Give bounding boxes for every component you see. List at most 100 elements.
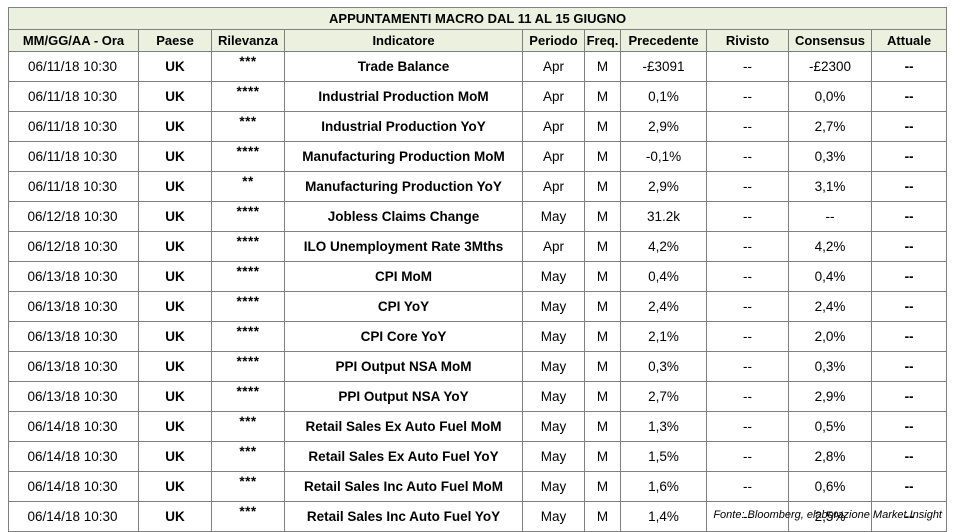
table-row: 06/12/18 10:30 UK **** Jobless Claims Chang… <box>8 201 948 232</box>
cell-consensus: 0,0% <box>788 81 872 112</box>
table-row: 06/11/18 10:30 UK **** Industrial Productio… <box>8 81 948 112</box>
cell-period: May <box>522 291 585 322</box>
table-row: 06/11/18 10:30 UK ** Manufacturing Producti… <box>8 171 948 202</box>
cell-consensus: 0,4% <box>788 261 872 292</box>
cell-date: 06/14/18 10:30 <box>8 411 139 442</box>
cell-period: Apr <box>522 141 585 172</box>
cell-revised: -- <box>706 51 789 82</box>
table-title: APPUNTAMENTI MACRO DAL 11 AL 15 GIUGNO <box>7 7 948 30</box>
cell-previous: 2,9% <box>620 171 707 202</box>
cell-relevance: **** <box>211 141 285 172</box>
cell-revised: -- <box>706 411 789 442</box>
cell-revised: -- <box>706 81 789 112</box>
cell-country: UK <box>138 81 212 112</box>
cell-date: 06/11/18 10:30 <box>8 171 139 202</box>
cell-country: UK <box>138 411 212 442</box>
cell-indicator: Retail Sales Inc Auto Fuel YoY <box>284 501 523 532</box>
cell-actual: -- <box>870 171 948 202</box>
cell-period: May <box>522 381 585 412</box>
cell-country: UK <box>138 441 212 472</box>
cell-consensus: 3,1% <box>788 171 872 202</box>
cell-relevance: **** <box>211 81 285 112</box>
cell-indicator: Industrial Production YoY <box>284 111 523 142</box>
cell-date: 06/14/18 10:30 <box>8 501 139 532</box>
cell-revised: -- <box>706 471 789 502</box>
cell-country: UK <box>138 231 212 262</box>
col-header-frequency: Freq. <box>584 29 621 52</box>
col-header-relevance: Rilevanza <box>211 29 285 52</box>
cell-relevance: *** <box>211 471 285 502</box>
table-row: 06/14/18 10:30 UK *** Retail Sales Inc Auto… <box>8 471 948 502</box>
cell-frequency: M <box>584 441 621 472</box>
cell-country: UK <box>138 201 212 232</box>
cell-actual: -- <box>870 351 948 382</box>
cell-indicator: CPI Core YoY <box>284 321 523 352</box>
source-note: Fonte: Bloomberg, elaborazione Market In… <box>713 509 942 521</box>
cell-country: UK <box>138 381 212 412</box>
cell-date: 06/13/18 10:30 <box>8 321 139 352</box>
cell-frequency: M <box>584 471 621 502</box>
cell-frequency: M <box>584 321 621 352</box>
macro-calendar-table: APPUNTAMENTI MACRO DAL 11 AL 15 GIUGNO M… <box>7 7 948 532</box>
cell-consensus: 2,0% <box>788 321 872 352</box>
cell-previous: 1,3% <box>620 411 707 442</box>
table-row: 06/13/18 10:30 UK **** PPI Output NSA MoM Ma… <box>8 351 948 382</box>
cell-frequency: M <box>584 291 621 322</box>
cell-revised: -- <box>706 291 789 322</box>
col-header-indicator: Indicatore <box>284 29 523 52</box>
cell-period: May <box>522 501 585 532</box>
cell-previous: -£3091 <box>620 51 707 82</box>
cell-consensus: 4,2% <box>788 231 872 262</box>
table-row: 06/11/18 10:30 UK **** Manufacturing Produc… <box>8 141 948 172</box>
cell-frequency: M <box>584 171 621 202</box>
cell-previous: 2,7% <box>620 381 707 412</box>
cell-indicator: CPI MoM <box>284 261 523 292</box>
cell-relevance: ** <box>211 171 285 202</box>
cell-actual: -- <box>870 411 948 442</box>
col-header-country: Paese <box>138 29 212 52</box>
cell-frequency: M <box>584 201 621 232</box>
cell-country: UK <box>138 501 212 532</box>
cell-frequency: M <box>584 51 621 82</box>
cell-relevance: *** <box>211 411 285 442</box>
cell-country: UK <box>138 261 212 292</box>
cell-indicator: CPI YoY <box>284 291 523 322</box>
cell-period: May <box>522 441 585 472</box>
table-row: 06/14/18 10:30 UK *** Retail Sales Ex Auto … <box>8 411 948 442</box>
table-row: 06/11/18 10:30 UK *** Trade Balance Apr M -£30… <box>8 51 948 82</box>
cell-relevance: **** <box>211 201 285 232</box>
cell-consensus: 0,5% <box>788 411 872 442</box>
cell-date: 06/13/18 10:30 <box>8 381 139 412</box>
col-header-consensus: Consensus <box>788 29 872 52</box>
cell-frequency: M <box>584 381 621 412</box>
cell-actual: -- <box>870 201 948 232</box>
col-header-actual: Attuale <box>870 29 948 52</box>
cell-actual: -- <box>870 471 948 502</box>
cell-previous: 2,9% <box>620 111 707 142</box>
table-body: 06/11/18 10:30 UK *** Trade Balance Apr M -£30… <box>8 51 948 532</box>
cell-consensus: 2,9% <box>788 381 872 412</box>
cell-indicator: Jobless Claims Change <box>284 201 523 232</box>
cell-revised: -- <box>706 141 789 172</box>
cell-date: 06/11/18 10:30 <box>8 51 139 82</box>
cell-relevance: *** <box>211 111 285 142</box>
cell-indicator: Industrial Production MoM <box>284 81 523 112</box>
cell-consensus: 2,8% <box>788 441 872 472</box>
cell-period: Apr <box>522 171 585 202</box>
cell-country: UK <box>138 321 212 352</box>
cell-frequency: M <box>584 111 621 142</box>
cell-actual: -- <box>870 321 948 352</box>
cell-revised: -- <box>706 351 789 382</box>
cell-period: Apr <box>522 81 585 112</box>
cell-indicator: Manufacturing Production YoY <box>284 171 523 202</box>
table-row: 06/12/18 10:30 UK **** ILO Unemployment Rat… <box>8 231 948 262</box>
cell-relevance: *** <box>211 441 285 472</box>
cell-period: Apr <box>522 51 585 82</box>
cell-country: UK <box>138 111 212 142</box>
cell-previous: 31.2k <box>620 201 707 232</box>
cell-period: May <box>522 351 585 382</box>
cell-actual: -- <box>870 81 948 112</box>
col-header-revised: Rivisto <box>706 29 789 52</box>
cell-consensus: 2,4% <box>788 291 872 322</box>
cell-previous: 1,6% <box>620 471 707 502</box>
